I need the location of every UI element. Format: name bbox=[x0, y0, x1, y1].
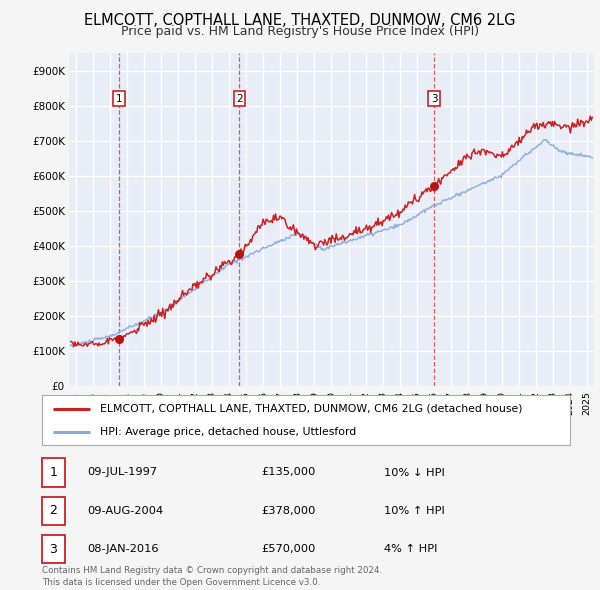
Text: HPI: Average price, detached house, Uttlesford: HPI: Average price, detached house, Uttl… bbox=[100, 427, 356, 437]
Text: Contains HM Land Registry data © Crown copyright and database right 2024.
This d: Contains HM Land Registry data © Crown c… bbox=[42, 566, 382, 587]
Text: 4% ↑ HPI: 4% ↑ HPI bbox=[384, 544, 437, 554]
Text: £135,000: £135,000 bbox=[261, 467, 316, 477]
Text: 1: 1 bbox=[49, 466, 58, 479]
Text: 2: 2 bbox=[49, 504, 58, 517]
Text: ELMCOTT, COPTHALL LANE, THAXTED, DUNMOW, CM6 2LG (detached house): ELMCOTT, COPTHALL LANE, THAXTED, DUNMOW,… bbox=[100, 404, 523, 414]
Text: 08-JAN-2016: 08-JAN-2016 bbox=[87, 544, 158, 554]
Text: £570,000: £570,000 bbox=[261, 544, 316, 554]
Text: Price paid vs. HM Land Registry's House Price Index (HPI): Price paid vs. HM Land Registry's House … bbox=[121, 25, 479, 38]
Text: 10% ↓ HPI: 10% ↓ HPI bbox=[384, 467, 445, 477]
Text: 3: 3 bbox=[49, 543, 58, 556]
Text: 1: 1 bbox=[115, 94, 122, 104]
Text: ELMCOTT, COPTHALL LANE, THAXTED, DUNMOW, CM6 2LG: ELMCOTT, COPTHALL LANE, THAXTED, DUNMOW,… bbox=[84, 13, 516, 28]
Text: 09-AUG-2004: 09-AUG-2004 bbox=[87, 506, 163, 516]
Text: 09-JUL-1997: 09-JUL-1997 bbox=[87, 467, 157, 477]
Text: 10% ↑ HPI: 10% ↑ HPI bbox=[384, 506, 445, 516]
Text: 3: 3 bbox=[431, 94, 437, 104]
Text: 2: 2 bbox=[236, 94, 243, 104]
Text: £378,000: £378,000 bbox=[261, 506, 316, 516]
